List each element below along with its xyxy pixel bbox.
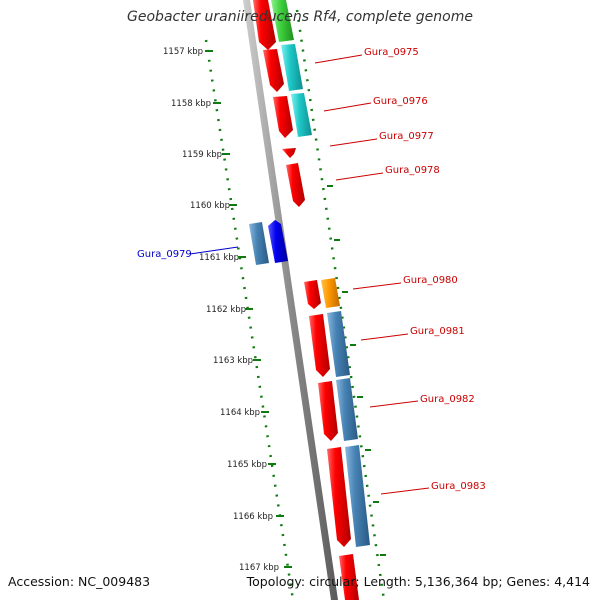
topology-text: Topology: circular; Length: 5,136,364 bp…	[246, 574, 590, 589]
gene-label[interactable]: Gura_0982	[420, 394, 475, 405]
gene-arrow-blue[interactable]	[268, 220, 288, 263]
kbp-tick-labels: 1157 kbp 1158 kbp 1159 kbp 1160 kbp 1161…	[163, 47, 279, 573]
gene-label[interactable]: Gura_0980	[403, 275, 458, 286]
gene-arrow-red[interactable]	[263, 49, 284, 92]
kbp-label: 1161 kbp	[199, 253, 239, 263]
gene-arrow-green[interactable]	[271, 0, 294, 42]
gene-arrow-red[interactable]	[327, 447, 351, 547]
kbp-tick-marks	[205, 50, 292, 568]
gene-arrow-orange[interactable]	[321, 278, 340, 308]
gene-label-leaders	[189, 54, 430, 495]
gene-label[interactable]: Gura_0978	[385, 165, 440, 176]
accession-text: Accession: NC_009483	[8, 574, 151, 589]
right-track-ticks	[327, 185, 386, 556]
kbp-label: 1162 kbp	[206, 305, 246, 315]
gene-arrow-red[interactable]	[253, 0, 276, 50]
kbp-label: 1157 kbp	[163, 47, 203, 57]
gene-arrow-steelblue[interactable]	[345, 445, 370, 547]
gene-arrow-red[interactable]	[309, 314, 330, 377]
gene-label[interactable]: Gura_0975	[364, 47, 419, 58]
map-title: Geobacter uraniireducens Rf4, complete g…	[127, 9, 473, 25]
gene-arrow-steelblue[interactable]	[249, 222, 269, 265]
kbp-label: 1160 kbp	[190, 201, 230, 211]
gene-arrow-cyan[interactable]	[291, 93, 312, 137]
gene-label[interactable]: Gura_0976	[373, 96, 428, 107]
genome-backbone	[243, 0, 338, 600]
kbp-label: 1167 kbp	[239, 563, 279, 573]
kbp-label: 1163 kbp	[213, 356, 253, 366]
kbp-label: 1159 kbp	[182, 150, 222, 160]
gene-label[interactable]: Gura_0979	[137, 249, 192, 260]
gene-label[interactable]: Gura_0977	[379, 131, 434, 142]
gene-arrow-red[interactable]	[273, 96, 293, 138]
gene-arrow-steelblue[interactable]	[336, 378, 358, 441]
kbp-label: 1158 kbp	[171, 99, 211, 109]
gene-features	[249, 0, 370, 600]
gene-arrow-red[interactable]	[318, 381, 338, 441]
gene-arrow-red[interactable]	[286, 163, 305, 207]
gene-arrow-red[interactable]	[304, 280, 321, 309]
kbp-label: 1164 kbp	[220, 408, 260, 418]
gene-arrow-red[interactable]	[282, 148, 296, 158]
kbp-label: 1166 kbp	[233, 512, 273, 522]
gene-arrow-red[interactable]	[339, 554, 359, 600]
gene-labels: Gura_0975 Gura_0976 Gura_0977 Gura_0978 …	[137, 47, 486, 492]
kbp-label: 1165 kbp	[227, 460, 267, 470]
gene-arrow-steelblue[interactable]	[327, 311, 350, 377]
gene-label[interactable]: Gura_0981	[410, 326, 465, 337]
gene-arrow-cyan[interactable]	[281, 44, 303, 91]
gene-label[interactable]: Gura_0983	[431, 481, 486, 492]
